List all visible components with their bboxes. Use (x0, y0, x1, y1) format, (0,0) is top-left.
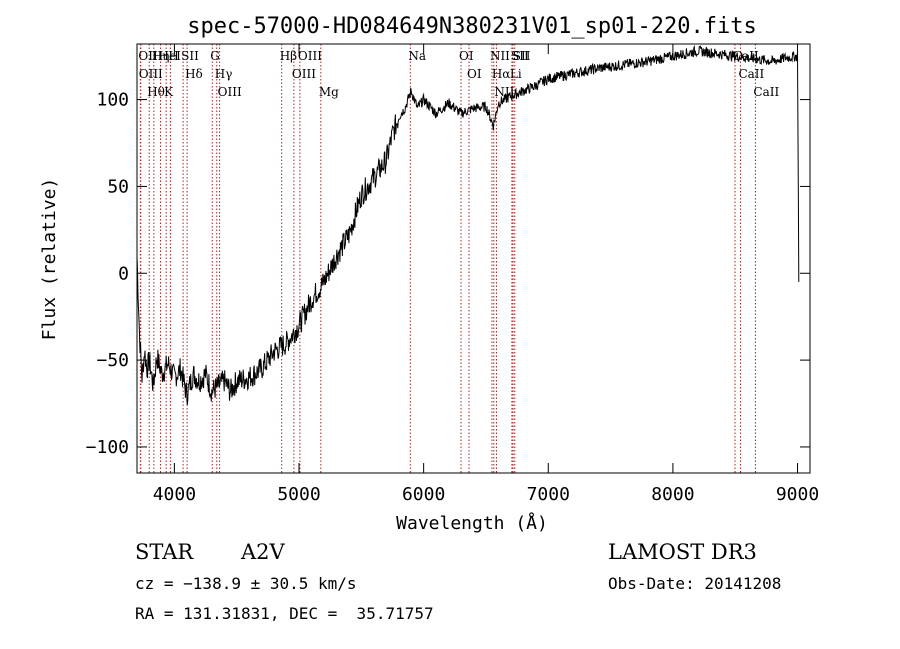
line-marker-label: SII (513, 49, 531, 63)
y-tick-label: −50 (96, 350, 129, 371)
x-tick-label: 9000 (776, 484, 819, 505)
line-marker-label: CaII (738, 67, 764, 81)
chart-title: spec-57000-HD084649N380231V01_sp01-220.f… (187, 14, 757, 39)
line-marker-label: OIII (292, 67, 316, 81)
spectrum-line (136, 44, 800, 405)
line-marker-label: K (164, 85, 174, 99)
y-tick-label: −100 (86, 437, 129, 458)
line-marker-label: CaII (753, 85, 779, 99)
line-marker-label: Hδ (185, 67, 203, 81)
line-marker-label: Hβ (280, 49, 297, 63)
line-marker-label: G (210, 49, 220, 63)
line-marker-label: NII (494, 85, 514, 99)
y-axis-label: Flux (relative) (39, 178, 60, 341)
redshift-text: cz = −138.9 ± 30.5 km/s (135, 574, 357, 593)
line-marker-label: Hη (152, 49, 170, 63)
spectrum-series (136, 44, 800, 405)
plot-frame (136, 43, 811, 474)
line-marker-label: Mg (319, 85, 339, 99)
obs-date-text: Obs-Date: 20141208 (608, 574, 782, 593)
line-marker-label: Li (510, 67, 522, 81)
line-marker-label: Hθ (147, 85, 165, 99)
line-marker-label: OIII (139, 67, 163, 81)
line-marker-label: Hγ (215, 67, 233, 81)
y-tick-label: 100 (96, 90, 129, 111)
x-axis-ticks: 4000 5000 6000 7000 8000 9000 (153, 44, 819, 505)
line-marker-label: SII (181, 49, 199, 63)
line-marker-label: NII (490, 49, 510, 63)
x-axis-label: Wavelength (Å) (396, 512, 548, 534)
line-marker-label: OII (138, 49, 158, 63)
y-tick-label: 50 (107, 176, 129, 197)
line-marker-label: Hα (492, 67, 511, 81)
class-label: STAR (135, 540, 194, 564)
x-tick-label: 4000 (153, 484, 196, 505)
coordinates-text: RA = 131.31831, DEC = 35.71757 (135, 604, 434, 623)
spectral-line-markers (139, 44, 756, 473)
line-marker-label: OIII (218, 85, 242, 99)
y-tick-label: 0 (118, 263, 129, 284)
x-tick-label: 6000 (402, 484, 445, 505)
x-tick-label: 5000 (277, 484, 320, 505)
x-tick-label: 8000 (651, 484, 694, 505)
line-marker-label: Na (408, 49, 426, 63)
survey-label: LAMOST DR3 (608, 540, 757, 564)
line-marker-label: SII (511, 49, 529, 63)
x-tick-label: 7000 (527, 484, 570, 505)
line-marker-label: HeI (159, 49, 182, 63)
subclass-label: A2V (241, 540, 285, 564)
y-axis-ticks: −100 −50 0 50 100 (86, 90, 810, 458)
line-marker-label: OI (459, 49, 474, 63)
line-marker-label: OIII (298, 49, 322, 63)
line-marker-label: H (168, 49, 178, 63)
line-marker-label: OI (467, 67, 482, 81)
